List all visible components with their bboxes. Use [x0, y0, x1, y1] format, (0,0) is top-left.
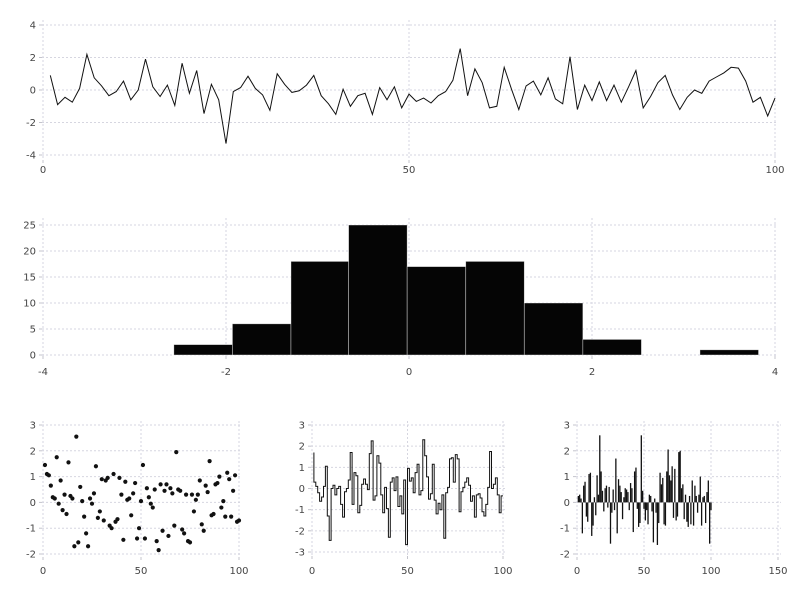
svg-text:2: 2 — [30, 53, 36, 64]
svg-text:50: 50 — [638, 566, 651, 577]
svg-text:1: 1 — [564, 472, 570, 483]
svg-text:2: 2 — [564, 446, 570, 457]
svg-text:-1: -1 — [560, 524, 570, 535]
svg-text:0: 0 — [564, 498, 570, 509]
svg-text:0: 0 — [406, 367, 412, 378]
svg-text:-3: -3 — [295, 548, 305, 559]
svg-text:-1: -1 — [26, 524, 36, 535]
svg-text:4: 4 — [772, 367, 778, 378]
svg-text:100: 100 — [701, 566, 720, 577]
svg-text:-2: -2 — [560, 550, 570, 561]
svg-text:100: 100 — [765, 165, 784, 176]
svg-text:0: 0 — [40, 165, 46, 176]
svg-text:2: 2 — [30, 446, 36, 457]
svg-text:50: 50 — [135, 566, 148, 577]
svg-text:10: 10 — [23, 299, 36, 310]
svg-text:50: 50 — [401, 566, 414, 577]
svg-text:-1: -1 — [295, 505, 305, 516]
svg-text:4: 4 — [30, 21, 36, 32]
svg-text:150: 150 — [768, 566, 787, 577]
svg-text:1: 1 — [299, 463, 305, 474]
svg-text:3: 3 — [564, 421, 570, 432]
svg-text:50: 50 — [403, 165, 416, 176]
svg-text:3: 3 — [30, 421, 36, 432]
svg-text:0: 0 — [574, 566, 580, 577]
svg-text:-2: -2 — [26, 118, 36, 129]
svg-text:-4: -4 — [38, 367, 48, 378]
svg-text:-4: -4 — [26, 151, 36, 162]
svg-text:-2: -2 — [295, 526, 305, 537]
svg-text:2: 2 — [299, 442, 305, 453]
svg-text:-2: -2 — [26, 550, 36, 561]
svg-text:0: 0 — [30, 86, 36, 97]
svg-text:15: 15 — [23, 273, 36, 284]
svg-text:0: 0 — [30, 498, 36, 509]
svg-text:20: 20 — [23, 247, 36, 258]
svg-text:3: 3 — [299, 421, 305, 432]
svg-text:100: 100 — [493, 566, 512, 577]
svg-text:25: 25 — [23, 221, 36, 232]
svg-text:0: 0 — [40, 566, 46, 577]
svg-text:1: 1 — [30, 472, 36, 483]
svg-text:0: 0 — [30, 351, 36, 362]
svg-text:100: 100 — [229, 566, 248, 577]
svg-text:-2: -2 — [221, 367, 231, 378]
svg-text:0: 0 — [299, 484, 305, 495]
svg-text:5: 5 — [30, 325, 36, 336]
svg-text:0: 0 — [309, 566, 315, 577]
svg-text:2: 2 — [589, 367, 595, 378]
